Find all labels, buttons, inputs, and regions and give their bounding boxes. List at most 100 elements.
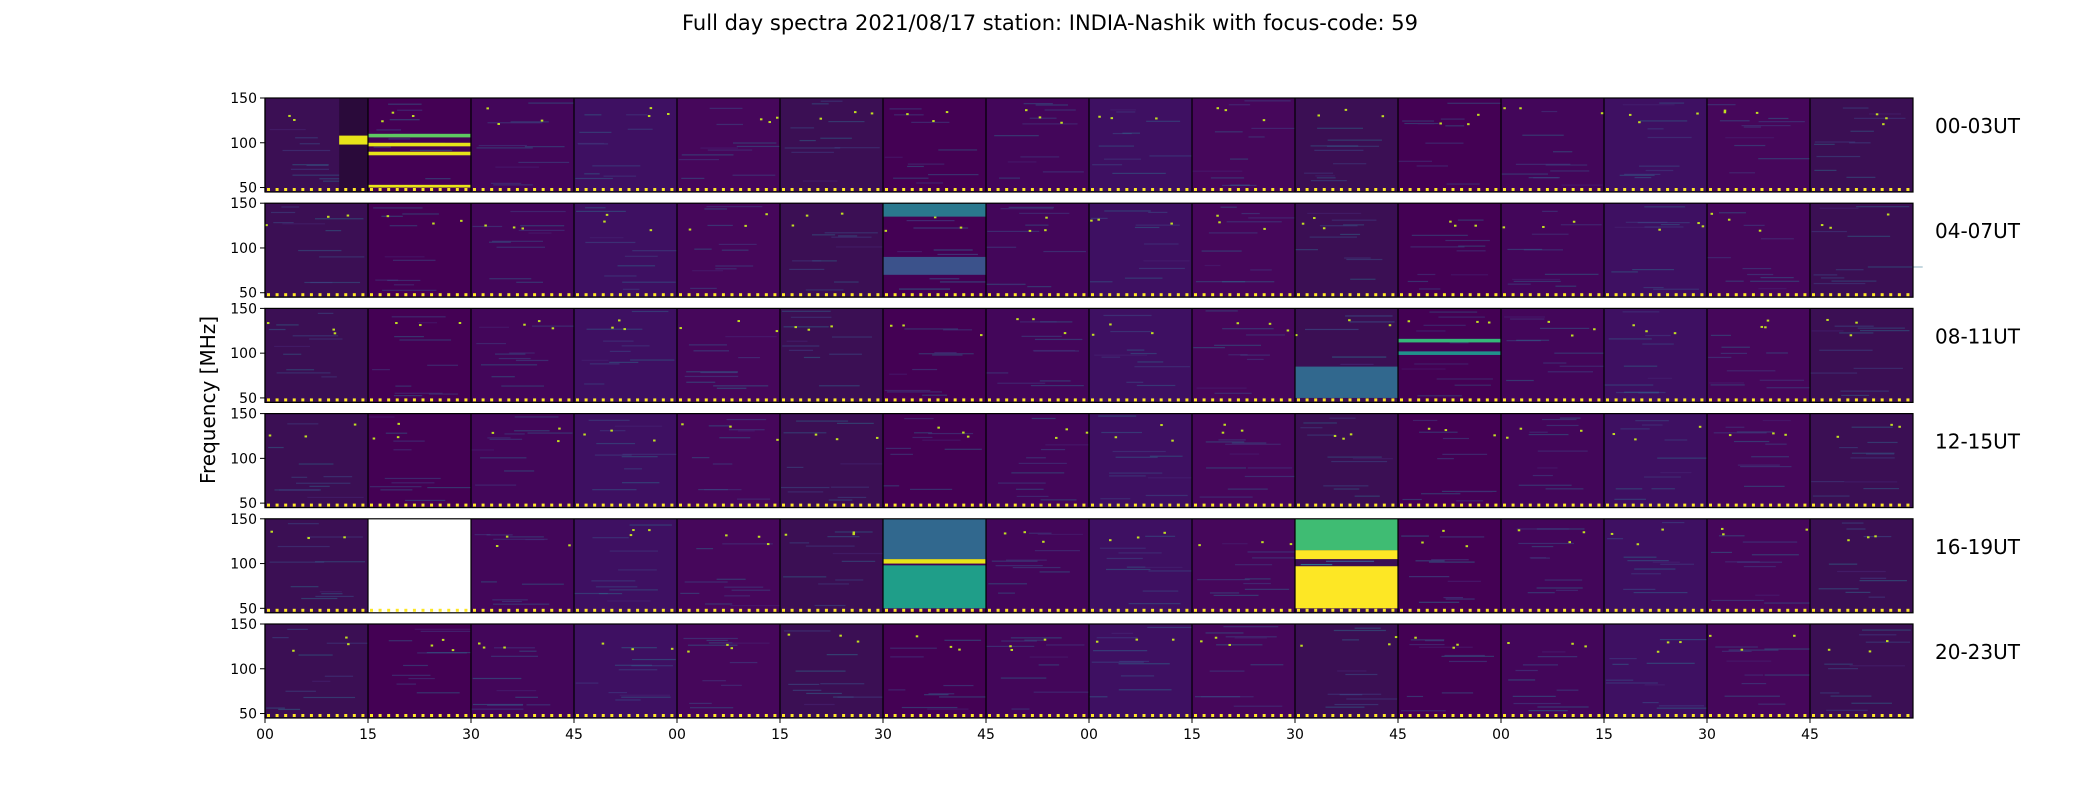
spectrum-noise-line — [1106, 557, 1143, 560]
calibration-dot — [661, 398, 665, 402]
calibration-dot — [1854, 714, 1858, 717]
calibration-dot — [1829, 293, 1833, 297]
spectrum-noise-line — [519, 650, 537, 652]
calibration-dot — [1614, 714, 1618, 717]
spectrum-noise-line — [1555, 589, 1578, 591]
spectrum-noise-line — [1641, 424, 1663, 426]
x-tick-label: 00 — [1492, 727, 1510, 743]
spectrum-noise-line — [1039, 380, 1071, 382]
spectrum-noise-line — [1089, 696, 1108, 698]
spectrum-noise-line — [588, 419, 630, 421]
calibration-dot — [842, 714, 846, 717]
rfi-dot — [1755, 111, 1759, 114]
calibration-dot — [576, 293, 579, 297]
calibration-dot — [893, 608, 897, 612]
calibration-dot — [1168, 608, 1172, 612]
spectrum-panel — [1707, 518, 1810, 613]
spectrum-band — [1398, 338, 1501, 343]
spectrum-noise-line — [1143, 260, 1190, 262]
spectrum-noise-line — [476, 147, 533, 149]
calibration-dot — [550, 398, 554, 402]
spectrum-noise-line — [1136, 384, 1176, 387]
rfi-dot — [1874, 535, 1877, 538]
calibration-dot — [1176, 188, 1180, 191]
spectrum-panel — [1707, 413, 1810, 508]
calibration-dot — [936, 188, 940, 191]
calibration-dot — [1297, 608, 1300, 612]
spectrum-noise-line — [1646, 662, 1695, 664]
calibration-dot — [1691, 608, 1695, 612]
calibration-dot — [1580, 714, 1584, 717]
rfi-dot — [1710, 212, 1714, 215]
calibration-dot — [1528, 608, 1532, 612]
spectrum-noise-line — [1849, 665, 1906, 667]
calibration-dot — [1400, 608, 1403, 612]
calibration-dot — [1005, 608, 1009, 612]
rfi-dot — [884, 229, 888, 232]
rfi-dot — [1043, 638, 1047, 641]
spectrum-noise-line — [492, 599, 528, 601]
calibration-dot — [1700, 293, 1704, 297]
calibration-dot — [1297, 398, 1300, 402]
calibration-dot — [1056, 503, 1060, 507]
spectrum-noise-line — [1334, 703, 1379, 706]
calibration-dot — [1863, 714, 1867, 717]
rfi-dot — [1645, 330, 1648, 333]
x-tick-label: 00 — [256, 727, 274, 743]
spectrum-noise-line — [1814, 143, 1835, 145]
calibration-dot — [1511, 188, 1515, 191]
calibration-dot — [1563, 398, 1567, 402]
calibration-dot — [859, 608, 863, 612]
spectrum-noise-line — [706, 639, 728, 642]
spectrum-noise-line — [820, 137, 852, 139]
calibration-dot — [438, 188, 442, 191]
row-frame — [264, 307, 1914, 403]
calibration-dot — [773, 503, 777, 507]
calibration-dot — [292, 714, 296, 717]
spectrum-noise-line — [890, 453, 913, 455]
calibration-dot — [1717, 503, 1721, 507]
calibration-dot — [1751, 503, 1755, 507]
spectrum-noise-line — [528, 232, 552, 234]
spectrum-noise-line — [828, 499, 853, 501]
rfi-dot — [495, 545, 499, 548]
spectrum-noise-line — [726, 418, 767, 421]
calibration-dot — [292, 608, 296, 612]
spectrum-noise-line — [792, 260, 822, 262]
spectrum-noise-line — [1033, 691, 1091, 693]
calibration-dot — [1863, 398, 1867, 402]
spectrum-noise-line — [609, 550, 659, 552]
spectrum-noise-line — [1019, 212, 1070, 214]
calibration-dot — [1503, 188, 1506, 191]
row-time-label: 08-11UT — [1935, 324, 2021, 348]
calibration-dot — [1631, 503, 1635, 507]
calibration-dot — [1700, 608, 1704, 612]
calibration-dot — [1151, 714, 1155, 717]
spectrum-noise-line — [1619, 174, 1655, 176]
calibration-dot — [962, 503, 966, 507]
calibration-dot — [1820, 398, 1824, 402]
calibration-dot — [910, 608, 914, 612]
calibration-dot — [1554, 293, 1558, 297]
spectrum-noise-line — [1234, 564, 1273, 566]
spectrum-noise-line — [889, 108, 922, 110]
calibration-dot — [1022, 293, 1026, 297]
calibration-dot — [893, 503, 897, 507]
spectrum-noise-line — [1818, 588, 1859, 590]
spectrum-noise-line — [829, 353, 862, 355]
spectrum-noise-line — [1441, 692, 1474, 694]
calibration-dot — [919, 608, 923, 612]
spectrum-noise-line — [1040, 448, 1066, 451]
calibration-dot — [1288, 608, 1292, 612]
spectrum-panel — [1089, 518, 1192, 613]
spectrum-noise-line — [1038, 664, 1060, 666]
calibration-dot — [464, 293, 468, 297]
calibration-dot — [481, 293, 485, 297]
calibration-dot — [850, 398, 854, 402]
calibration-dot — [473, 398, 476, 402]
spectrum-noise-line — [1118, 552, 1162, 554]
calibration-dot — [1880, 503, 1884, 507]
rfi-dot — [1890, 423, 1893, 426]
calibration-dot — [704, 188, 708, 191]
spectrum-noise-line — [1098, 145, 1135, 147]
